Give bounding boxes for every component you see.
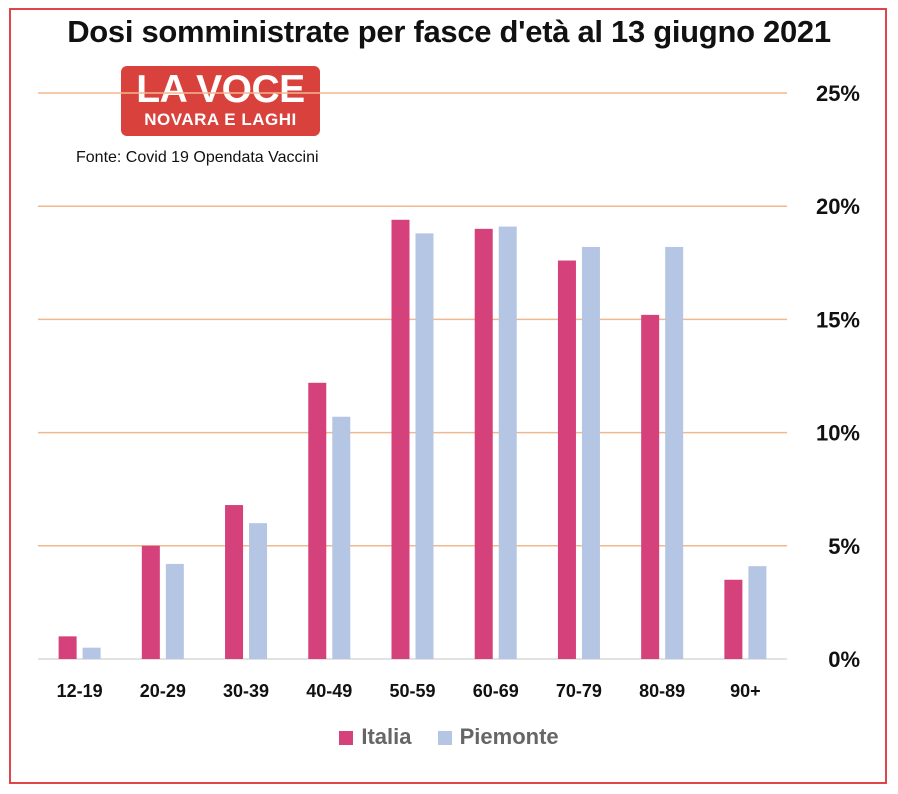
y-tick-label: 10% (816, 421, 860, 446)
bar-piemonte-50-59 (415, 233, 434, 660)
bar-italia-70-79 (557, 260, 576, 659)
y-tick-label: 5% (828, 534, 860, 559)
x-tick-label: 30-39 (223, 681, 269, 701)
y-tick-label: 25% (816, 81, 860, 106)
x-tick-label: 40-49 (306, 681, 352, 701)
legend-swatch-piemonte (437, 731, 452, 745)
bar-piemonte-60-69 (498, 226, 517, 660)
bar-italia-40-49 (308, 382, 327, 659)
legend-label-italia: Italia (361, 724, 412, 749)
bar-piemonte-30-39 (249, 523, 268, 659)
bar-piemonte-90+ (748, 566, 767, 659)
brand-logo: LA VOCE NOVARA E LAGHI (121, 66, 320, 136)
x-tick-label: 20-29 (140, 681, 186, 701)
bar-italia-30-39 (225, 505, 244, 659)
x-tick-label: 80-89 (639, 681, 685, 701)
x-tick-label: 60-69 (473, 681, 519, 701)
bar-piemonte-40-49 (332, 416, 351, 659)
legend-label-piemonte: Piemonte (459, 724, 559, 749)
bar-italia-60-69 (474, 228, 493, 659)
bar-italia-20-29 (141, 545, 160, 659)
bar-piemonte-80-89 (665, 246, 684, 659)
x-tick-label: 90+ (730, 681, 761, 701)
bar-italia-80-89 (641, 314, 660, 659)
bar-piemonte-12-19 (82, 647, 101, 659)
logo-sub-text: NOVARA E LAGHI (144, 110, 297, 129)
legend-item-piemonte: Piemonte (437, 724, 559, 750)
y-tick-label: 20% (816, 194, 860, 219)
logo-main-text: LA VOCE (136, 68, 305, 111)
bar-piemonte-70-79 (581, 246, 600, 659)
y-tick-label: 15% (816, 307, 860, 332)
bar-italia-90+ (724, 579, 743, 659)
source-note: Fonte: Covid 19 Opendata Vaccini (76, 149, 319, 166)
bars (58, 219, 767, 660)
x-tick-label: 70-79 (556, 681, 602, 701)
legend-swatch-italia (339, 731, 354, 745)
chart-title: Dosi somministrate per fasce d'età al 13… (67, 14, 831, 49)
y-axis-ticks: 0% 5% 10% 15% 20% 25% (816, 81, 860, 672)
legend-item-italia: Italia (339, 724, 411, 750)
gridlines (38, 92, 787, 660)
x-tick-label: 50-59 (389, 681, 435, 701)
bar-italia-50-59 (391, 219, 410, 659)
y-tick-label: 0% (828, 647, 860, 672)
bar-piemonte-20-29 (165, 563, 184, 659)
bar-italia-12-19 (58, 636, 77, 659)
x-axis-ticks: 12-19 20-29 30-39 40-49 50-59 60-69 70-79 80-89… (57, 681, 761, 701)
legend: Italia Piemonte (0, 724, 898, 750)
x-tick-label: 12-19 (57, 681, 103, 701)
